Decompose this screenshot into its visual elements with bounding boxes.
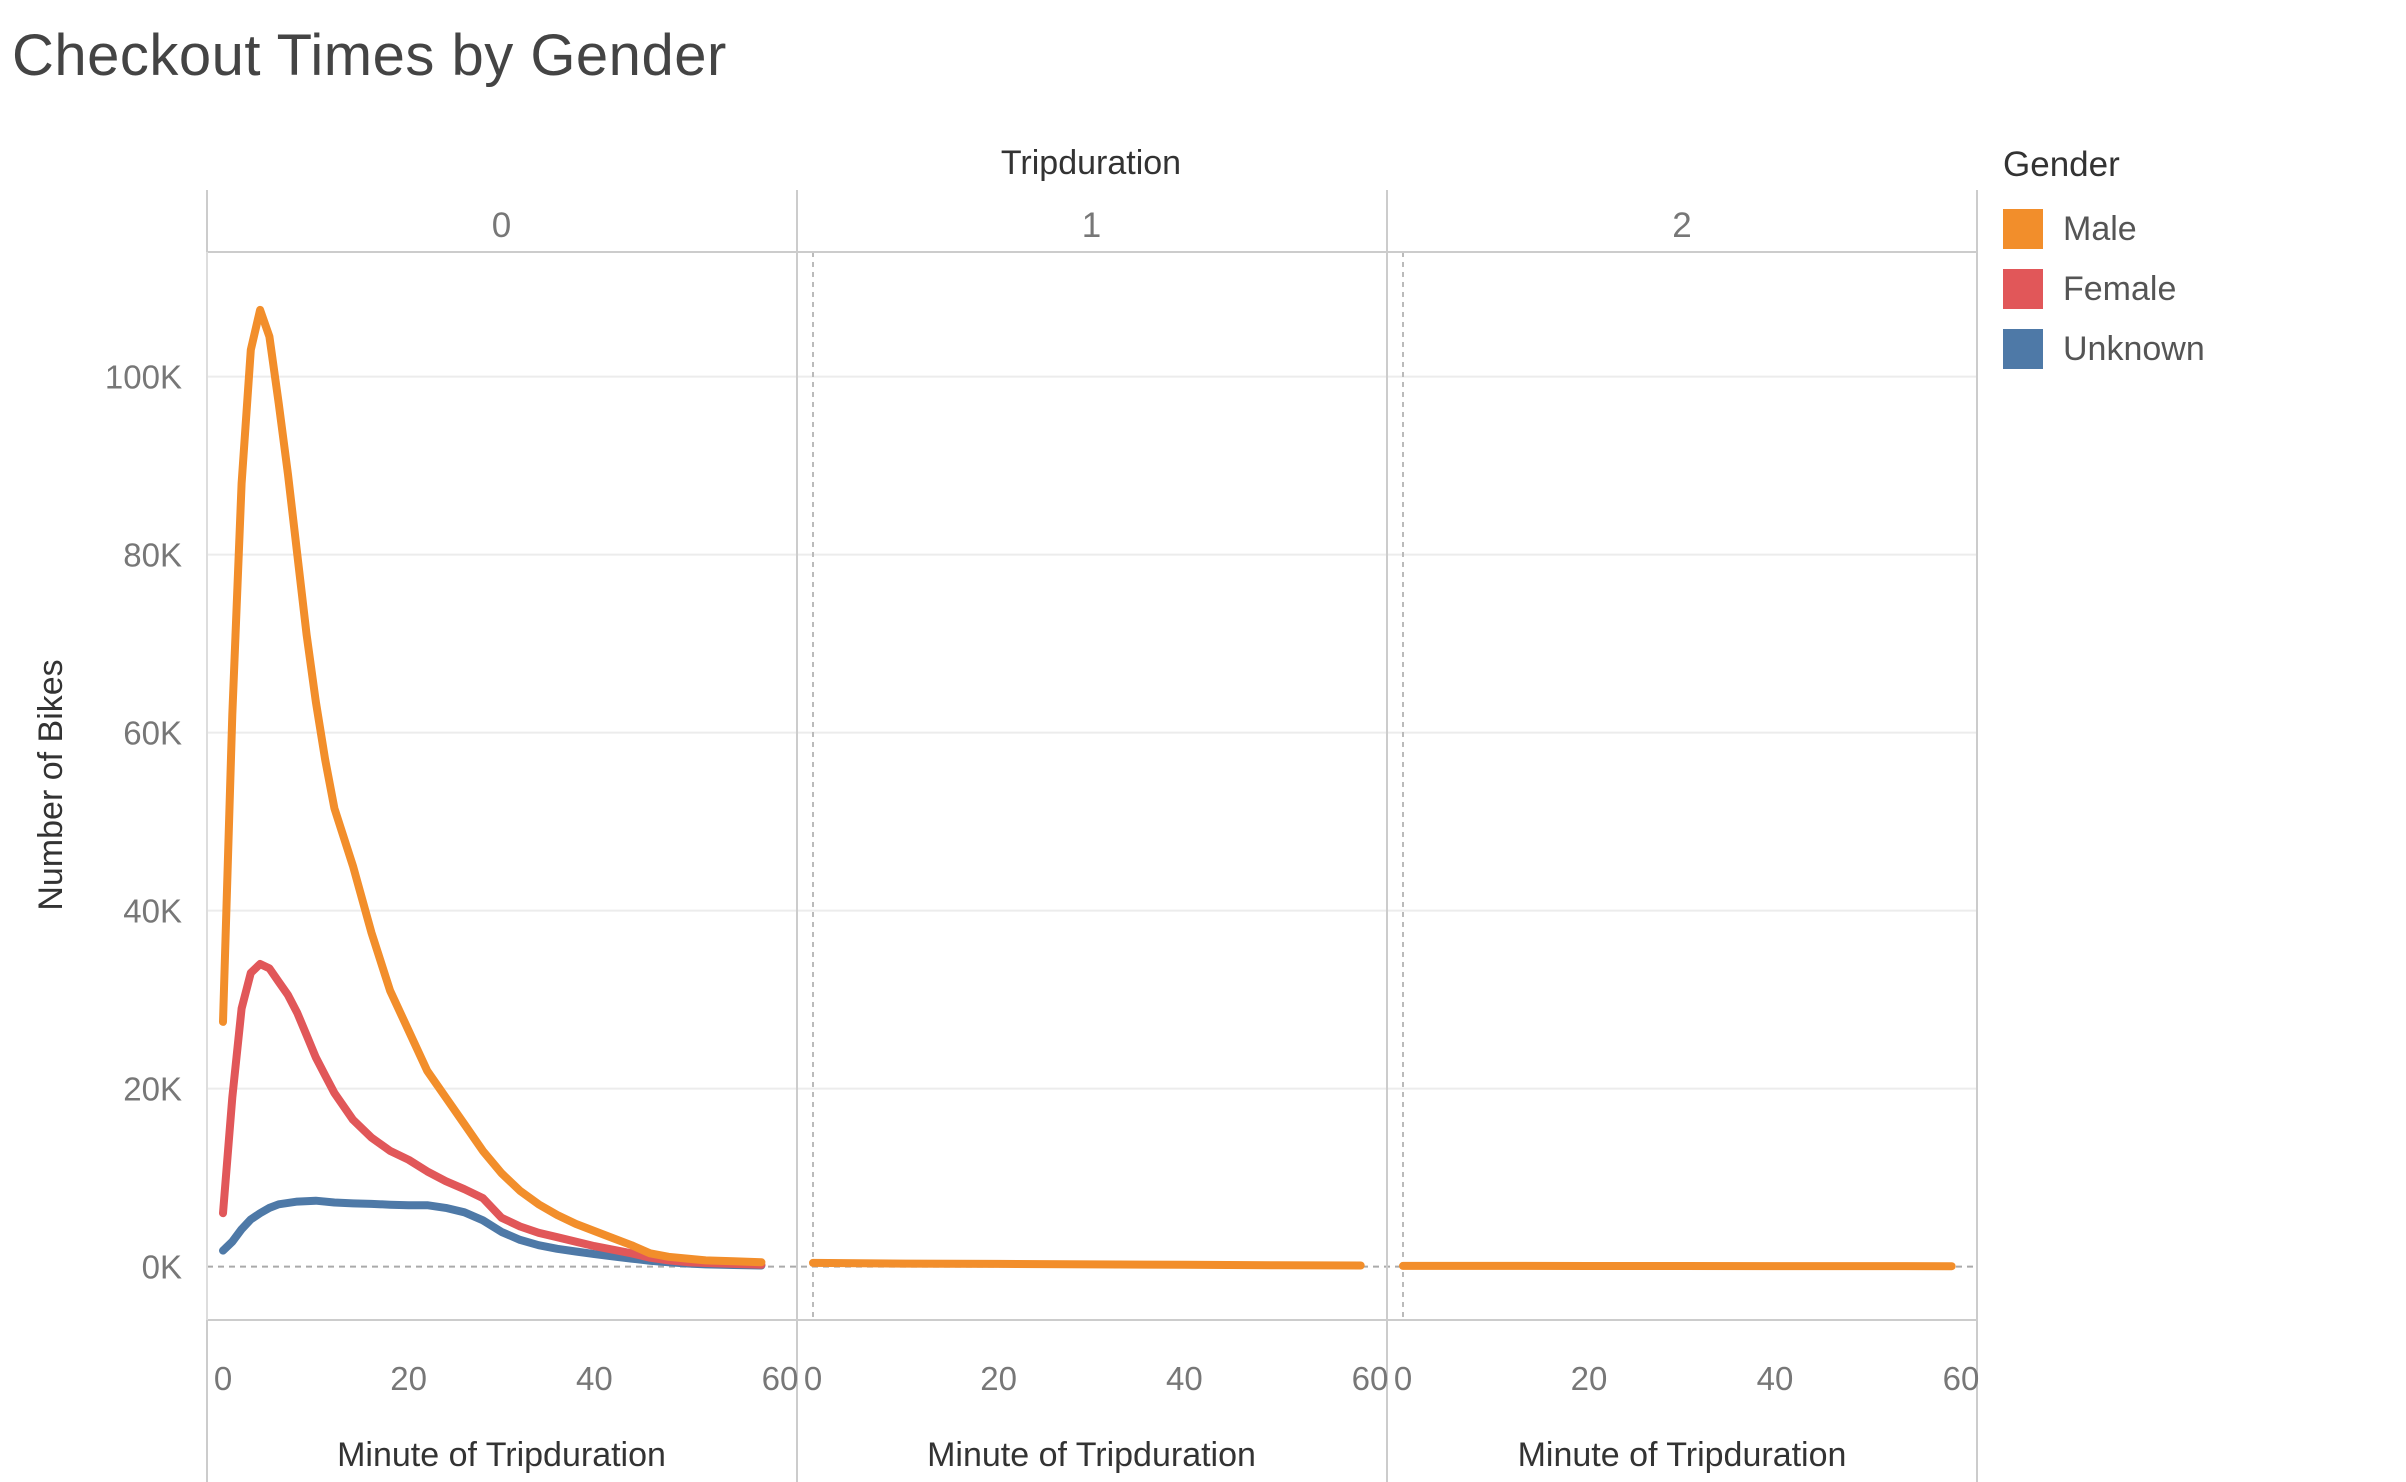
facet-label: 2 bbox=[1672, 206, 1691, 245]
panel-frame bbox=[206, 190, 1978, 1482]
series-lines bbox=[219, 305, 1956, 1271]
x-axis-ticks: 0 20 40 60 0 20 40 60 0 20 40 60 bbox=[214, 1360, 1980, 1397]
x-tick-label: 20 bbox=[1571, 1360, 1608, 1397]
legend-swatch-male bbox=[2003, 209, 2043, 249]
x-tick-label: 60 bbox=[1943, 1360, 1980, 1397]
legend-swatch-female bbox=[2003, 269, 2043, 309]
x-axis-title: Minute of Tripduration bbox=[1518, 1436, 1847, 1474]
x-axis-title: Minute of Tripduration bbox=[927, 1436, 1256, 1474]
x-tick-label: 60 bbox=[762, 1360, 799, 1397]
facet-header-title: Tripduration bbox=[1001, 144, 1181, 182]
x-tick-label: 0 bbox=[214, 1360, 232, 1397]
facet-labels: 0 1 2 bbox=[492, 206, 1692, 245]
x-tick-label: 0 bbox=[804, 1360, 822, 1397]
y-tick-label: 100K bbox=[105, 359, 182, 396]
chart-title: Checkout Times by Gender bbox=[12, 23, 727, 88]
x-tick-label: 20 bbox=[390, 1360, 427, 1397]
y-tick-label: 60K bbox=[123, 715, 182, 752]
y-axis-title: Number of Bikes bbox=[32, 659, 70, 910]
legend-item-unknown[interactable]: Unknown bbox=[2003, 319, 2205, 379]
x-tick-label: 40 bbox=[1166, 1360, 1203, 1397]
x-tick-label: 40 bbox=[1757, 1360, 1794, 1397]
y-axis-ticks: 0K 20K 40K 60K 80K 100K bbox=[105, 359, 182, 1286]
series-line-male-facet-0 bbox=[219, 305, 766, 1267]
facet-label: 0 bbox=[492, 206, 511, 245]
series-line-female-facet-0 bbox=[219, 960, 766, 1269]
legend-swatch-unknown bbox=[2003, 329, 2043, 369]
x-tick-label: 40 bbox=[576, 1360, 613, 1397]
y-tick-label: 40K bbox=[123, 893, 182, 930]
x-axis-title: Minute of Tripduration bbox=[337, 1436, 666, 1474]
legend-label-male: Male bbox=[2063, 209, 2137, 248]
legend-label-unknown: Unknown bbox=[2063, 329, 2205, 368]
y-tick-label: 80K bbox=[123, 537, 182, 574]
x-tick-label: 20 bbox=[980, 1360, 1017, 1397]
gridlines bbox=[207, 252, 1977, 1320]
y-tick-label: 20K bbox=[123, 1071, 182, 1108]
x-tick-label: 60 bbox=[1352, 1360, 1389, 1397]
facet-label: 1 bbox=[1082, 206, 1101, 245]
faceted-line-chart: Tripduration Number of Bikes 0 1 2 0K 20K 40… bbox=[32, 144, 1980, 1482]
legend-item-male[interactable]: Male bbox=[2003, 199, 2205, 259]
x-tick-label: 0 bbox=[1394, 1360, 1412, 1397]
y-tick-label: 0K bbox=[142, 1249, 182, 1286]
legend-item-female[interactable]: Female bbox=[2003, 259, 2205, 319]
legend-label-female: Female bbox=[2063, 269, 2177, 308]
x-axis-titles: Minute of Tripduration Minute of Tripdura… bbox=[337, 1436, 1846, 1474]
series-line-male-facet-1 bbox=[809, 1258, 1365, 1270]
legend-title: Gender bbox=[2003, 145, 2120, 184]
legend: Gender Male Female Unknown bbox=[2003, 145, 2205, 379]
